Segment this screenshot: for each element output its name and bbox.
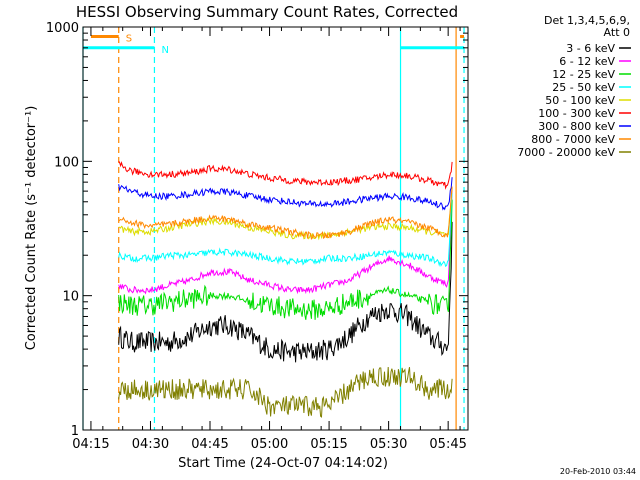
y-tick-label: 10 (62, 290, 79, 305)
series-line (118, 366, 453, 418)
plot-area: SN (82, 27, 465, 430)
y-axis-title: Corrected Count Rate (s⁻¹ detector⁻¹) (24, 106, 39, 351)
y-tick-label: 1000 (46, 21, 79, 36)
x-tick-label: 04:45 (191, 437, 228, 452)
y-axis: 1 10 100 1000 (46, 21, 468, 439)
x-axis-title: Start Time (24-Oct-07 04:14:02) (178, 456, 388, 471)
legend-label: 12 - 25 keV (552, 68, 615, 81)
y-tick-label: 100 (54, 155, 79, 170)
legend-label: 7000 - 20000 keV (517, 146, 615, 159)
x-tick-label: 05:30 (370, 437, 407, 452)
legend-label: 300 - 800 keV (538, 120, 615, 133)
series-line (118, 189, 453, 295)
footer-date-stamp: 20-Feb-2010 03:44 (560, 467, 636, 476)
series-line (118, 221, 453, 363)
legend-header: Det 1,3,4,5,6,9, (544, 14, 630, 27)
x-tick-label: 05:15 (310, 437, 347, 452)
annotation-label: S (126, 33, 132, 44)
plot-frame (82, 26, 469, 431)
x-tick-label: 04:30 (132, 437, 169, 452)
legend-label: 100 - 300 keV (538, 107, 615, 120)
legend-header: Att 0 (604, 26, 630, 39)
x-axis: 04:15 04:30 04:45 05:00 05:15 05:30 05:45 (72, 27, 467, 452)
x-tick-label: 05:45 (429, 437, 466, 452)
y-tick-label: 1 (71, 424, 79, 439)
legend-label: 50 - 100 keV (545, 94, 615, 107)
legend-label: 800 - 7000 keV (531, 133, 615, 146)
series-line (118, 186, 453, 240)
legend-label: 25 - 50 keV (552, 81, 615, 94)
chart-title: HESSI Observing Summary Count Rates, Cor… (76, 3, 458, 21)
legend-label: 6 - 12 keV (559, 55, 615, 68)
series-line (118, 177, 453, 211)
annotation-label: N (161, 45, 168, 56)
series-line (118, 160, 453, 190)
series-line (118, 199, 453, 320)
series-line (118, 193, 453, 268)
x-tick-label: 04:15 (72, 437, 109, 452)
series-line (118, 187, 453, 241)
legend-label: 3 - 6 keV (566, 42, 615, 55)
x-tick-label: 05:00 (251, 437, 288, 452)
